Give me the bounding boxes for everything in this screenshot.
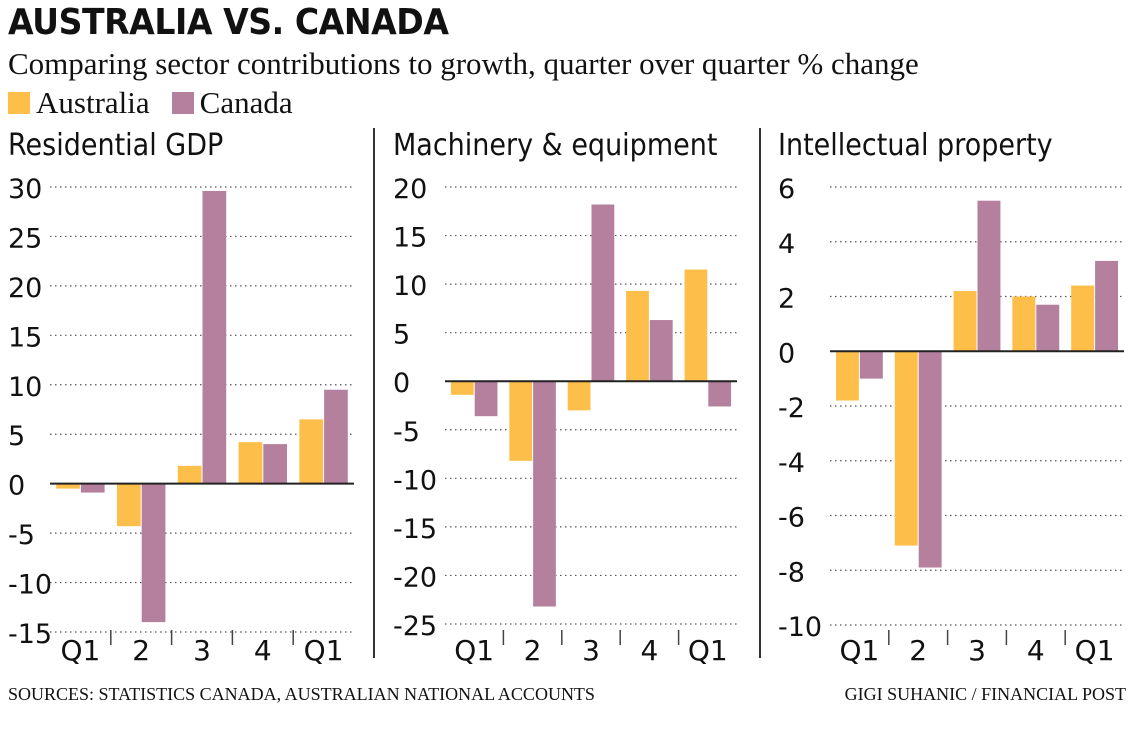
y-tick-label: -6 (778, 503, 805, 534)
bar-australia-3 (626, 290, 649, 382)
credit-note: GIGI SUHANIC / FINANCIAL POST (844, 684, 1126, 704)
bar-australia-0 (450, 381, 474, 395)
y-tick-label: -2 (778, 393, 805, 424)
chart-residential-gdp: 30 25 20 15 10 5 0 -5 -10 -15 Q1 2 3 4 Q1 (8, 174, 354, 667)
bar-canada-4 (708, 381, 732, 407)
panel-title: Intellectual property (778, 128, 1053, 163)
bar-canada-1 (918, 351, 942, 568)
y-tick-label: 4 (778, 229, 795, 260)
bar-canada-3 (649, 320, 673, 382)
category-label: 2 (524, 634, 542, 667)
legend-label-canada: Canada (199, 85, 293, 120)
bar-canada-3 (263, 444, 288, 484)
bar-australia-2 (953, 291, 977, 352)
bar-canada-0 (80, 483, 105, 493)
category-label: Q1 (1075, 634, 1115, 667)
y-tick-label: 6 (778, 174, 795, 205)
bar-australia-0 (56, 483, 80, 489)
bar-australia-0 (835, 351, 859, 401)
bar-canada-4 (324, 389, 348, 484)
category-label: Q1 (304, 634, 344, 667)
category-label: 3 (968, 634, 986, 667)
legend-item-australia: Australia (8, 85, 150, 121)
panel-machinery-equipment: Machinery & equipment 20 15 10 5 0 -5 -10 -15 -2… (393, 122, 741, 667)
y-tick-label: 15 (8, 322, 42, 353)
bar-canada-1 (533, 381, 556, 607)
bar-australia-4 (684, 269, 708, 382)
y-tick-label: 20 (8, 273, 42, 304)
bar-canada-2 (977, 200, 1001, 352)
panel-residential-gdp: Residential GDP 30 25 20 15 10 5 0 -5 -10 -15 Q1 2 3… (8, 122, 358, 667)
bar-canada-0 (859, 351, 883, 379)
bar-australia-1 (894, 351, 918, 546)
legend-item-canada: Canada (171, 85, 293, 121)
y-tick-label: 2 (778, 284, 795, 315)
bar-canada-1 (141, 483, 166, 623)
category-label: Q1 (839, 634, 879, 667)
category-label: Q1 (454, 634, 494, 667)
bar-australia-2 (567, 381, 591, 411)
panel-divider (759, 128, 761, 658)
legend-swatch-canada (171, 92, 194, 114)
y-tick-label: -10 (8, 570, 52, 601)
y-tick-label: 15 (393, 223, 427, 254)
y-tick-label: 20 (393, 174, 427, 205)
y-tick-label: -20 (393, 562, 437, 593)
category-label: 3 (582, 634, 600, 667)
y-tick-label: -15 (8, 619, 52, 650)
y-tick-label: -15 (393, 514, 437, 545)
panel-title: Residential GDP (8, 128, 224, 163)
category-label: 3 (193, 634, 211, 667)
category-label: Q1 (688, 634, 728, 667)
bar-canada-2 (202, 190, 227, 484)
y-tick-label: -8 (778, 557, 805, 588)
category-label: 4 (254, 634, 272, 667)
bar-australia-4 (299, 419, 324, 484)
panel-title: Machinery & equipment (393, 128, 718, 163)
category-label: 2 (132, 634, 150, 667)
y-tick-label: 25 (8, 223, 42, 254)
category-label: 2 (909, 634, 927, 667)
y-tick-label: -10 (778, 612, 822, 643)
category-label: 4 (640, 634, 658, 667)
bar-australia-4 (1071, 285, 1095, 352)
y-tick-label: 30 (8, 174, 42, 205)
bar-australia-1 (509, 381, 533, 461)
category-label: Q1 (60, 634, 100, 667)
panel-divider (373, 128, 375, 658)
chart-title: AUSTRALIA VS. CANADA (8, 2, 449, 43)
y-tick-label: 10 (393, 271, 427, 302)
y-tick-label: -5 (8, 520, 35, 551)
legend: Australia Canada (8, 85, 315, 121)
bar-canada-3 (1036, 304, 1060, 352)
chart-subtitle: Comparing sector contributions to growth… (8, 46, 919, 81)
bar-canada-2 (591, 204, 615, 382)
y-tick-label: -10 (393, 465, 437, 496)
category-label: 4 (1027, 634, 1045, 667)
bar-canada-4 (1095, 260, 1119, 352)
y-tick-label: -5 (393, 417, 420, 448)
bar-australia-1 (116, 483, 141, 527)
y-tick-label: -25 (393, 611, 437, 642)
panel-intellectual-property: Intellectual property 6 4 2 0 -2 -4 -6 -8 -10 Q1 2… (778, 122, 1126, 667)
y-tick-label: -4 (778, 448, 805, 479)
bar-australia-2 (177, 465, 202, 484)
source-note: SOURCES: STATISTICS CANADA, AUSTRALIAN N… (8, 684, 595, 704)
bar-australia-3 (238, 442, 263, 484)
y-tick-label: 5 (8, 421, 25, 452)
chart-intellectual-property: 6 4 2 0 -2 -4 -6 -8 -10 Q1 2 3 4 Q1 (778, 174, 1124, 667)
y-tick-label: 10 (8, 372, 42, 403)
bar-australia-3 (1012, 296, 1036, 352)
y-tick-label: 0 (8, 471, 25, 502)
y-tick-label: 0 (778, 338, 795, 369)
bar-canada-0 (474, 381, 498, 417)
legend-swatch-australia (8, 92, 30, 114)
legend-label-australia: Australia (36, 85, 150, 120)
chart-machinery-equipment: 20 15 10 5 0 -5 -10 -15 -20 -25 Q1 2 3 4 Q1 (393, 174, 737, 667)
y-tick-label: 0 (393, 368, 410, 399)
y-tick-label: 5 (393, 320, 410, 351)
